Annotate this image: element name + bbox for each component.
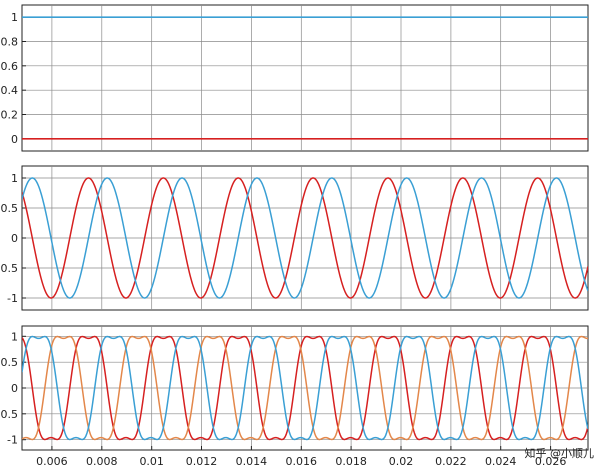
x-tick-label: 0.006 (36, 455, 68, 468)
x-tick-label: 0.014 (236, 455, 268, 468)
x-tick-label: 0.02 (389, 455, 414, 468)
y-tick-label: -0.5 (0, 262, 18, 275)
watermark-text: 知乎 @小顺儿 (525, 446, 595, 460)
y-tick-label: 0.4 (1, 84, 19, 97)
x-tick-label: 0.008 (86, 455, 118, 468)
plot-area (21, 4, 589, 152)
y-tick-label: -0.5 (0, 408, 18, 421)
y-tick-label: 1 (11, 11, 18, 24)
series-line-2 (22, 177, 588, 299)
chart-panel-1: 0 0.2 0.4 0.6 0.8 1 (1, 4, 589, 152)
x-tick-label: 0.018 (335, 455, 367, 468)
x-tick-label: 0.024 (485, 455, 517, 468)
x-tick-label: 0.022 (435, 455, 467, 468)
y-tick-label: -1 (7, 434, 18, 447)
x-tick-label: 0.016 (286, 455, 318, 468)
series-line-2 (22, 335, 588, 441)
y-tick-label: 1 (11, 172, 18, 185)
y-tick-label: 0.5 (1, 356, 19, 369)
y-tick-label: 0.6 (1, 60, 19, 73)
y-tick-label: 0.8 (1, 36, 19, 49)
series-line-1 (22, 177, 588, 299)
x-tick-label: 0.012 (186, 455, 218, 468)
y-tick-label: 0 (11, 382, 18, 395)
y-tick-label: 1 (11, 330, 18, 343)
x-tick-label: 0.026 (535, 455, 567, 468)
y-tick-label: -1 (7, 292, 18, 305)
series-line-3 (22, 335, 588, 441)
y-tick-label: 0 (11, 133, 18, 146)
chart-panel-2: -1 -0.5 0 0.5 1 (0, 165, 589, 311)
y-tick-label: 0 (11, 232, 18, 245)
series-line-1 (22, 335, 588, 441)
x-tick-label: 0.01 (139, 455, 164, 468)
y-tick-label: 0.5 (1, 202, 19, 215)
y-tick-label: 0.2 (1, 109, 19, 122)
chart-panel-3: -1 -0.5 0 0.5 1 0.006 0.008 0.01 0.012 0.014 0.016… (0, 325, 589, 468)
